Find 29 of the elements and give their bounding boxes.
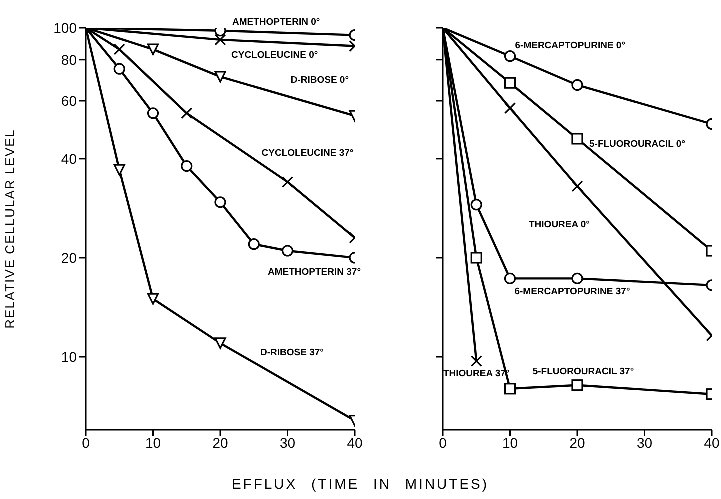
x-tick-label: 30 [636,434,653,451]
y-tick-label: 20 [61,250,78,266]
y-tick-label: 80 [61,52,78,68]
series-label: 6-MERCAPTOPURINE 37° [514,286,630,298]
y-tick-label: 100 [54,20,78,36]
x-tick-label: 20 [212,434,228,451]
y-tick-label: 60 [61,92,78,109]
series-label: 5-FLUOROURACIL 37° [532,366,634,378]
x-tick-label: 10 [145,434,162,451]
x-axis-title: EFFLUX (TIME IN MINUTES) [230,476,490,492]
series-label: AMETHOPTERIN 0° [232,16,320,28]
series-label: 5-FLUOROURACIL 0° [590,138,686,150]
y-axis-title: RELATIVE CELLULAR LEVEL [2,129,18,329]
series-label: THIOUREA 0° [529,219,590,230]
series-label: D-RIBOSE 0° [290,75,350,86]
x-tick-label: 40 [704,434,720,451]
series-label: 6-MERCAPTOPURINE 0° [515,40,626,52]
series-label: CYCLOLEUCINE 0° [232,50,318,61]
series-label: CYCLOLEUCINE 37° [262,148,354,160]
x-tick-label: 40 [347,434,363,451]
x-tick-label: 30 [280,434,296,451]
y-tick-label: 10 [61,348,78,365]
x-tick-label: 20 [570,434,586,451]
x-tick-label: 0 [439,434,448,451]
x-tick-label: 10 [502,434,518,451]
series-label: D-RIBOSE 37° [260,347,324,358]
y-tick-label: 40 [61,150,78,167]
x-tick-label: 0 [82,434,90,451]
series-label: AMETHOPTERIN 37° [268,266,362,278]
